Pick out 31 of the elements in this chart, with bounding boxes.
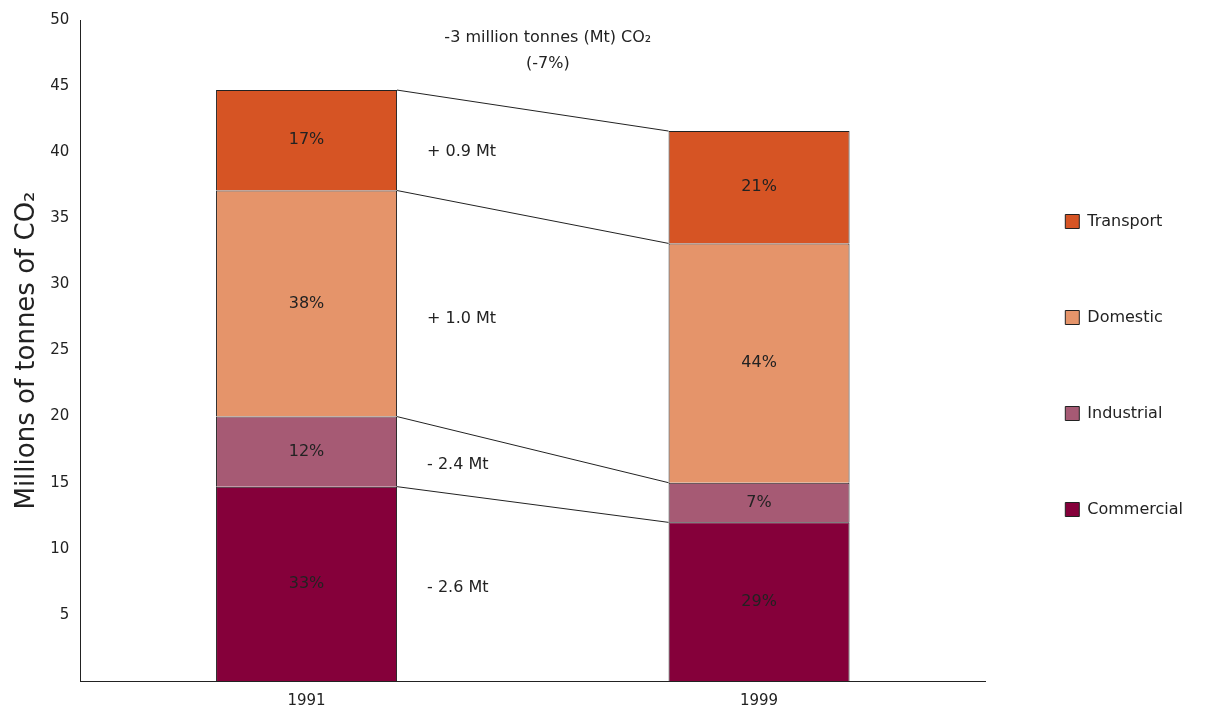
annotation: 17% — [288, 129, 325, 149]
annotation: 29% — [741, 590, 777, 610]
y-axis-title: Millions of tonnes of CO₂ — [10, 191, 41, 510]
x-tick-label: 1999 — [739, 690, 779, 709]
y-tick-label: 25 — [50, 340, 70, 359]
y-tick-label: 15 — [50, 472, 70, 491]
annotation: + 0.9 Mt — [427, 141, 497, 161]
annotation: 7% — [746, 491, 772, 511]
annotation: (-7%) — [525, 53, 570, 73]
legend-label: Industrial — [1087, 402, 1163, 422]
annotation: - 2.6 Mt — [427, 577, 489, 597]
y-tick-label: 5 — [59, 604, 70, 623]
y-tick-label: 50 — [50, 9, 70, 28]
annotation: 12% — [288, 440, 325, 460]
annotation: -3 million tonnes (Mt) CO₂ — [444, 27, 652, 47]
annotation: + 1.0 Mt — [427, 307, 497, 327]
annotation: - 2.4 Mt — [427, 453, 489, 473]
legend-label: Commercial — [1087, 498, 1184, 518]
annotation: 38% — [288, 292, 325, 312]
y-tick-label: 40 — [50, 142, 70, 161]
y-tick-label: 20 — [50, 406, 70, 425]
annotation: 33% — [288, 572, 325, 592]
legend-label: Domestic — [1087, 306, 1163, 326]
x-tick-label: 1991 — [287, 690, 326, 709]
y-tick-label: 45 — [50, 75, 70, 94]
y-tick-label: 30 — [50, 274, 70, 293]
annotation: 44% — [741, 352, 777, 372]
annotation: 21% — [741, 176, 777, 196]
legend-label: Transport — [1086, 210, 1163, 230]
y-tick-label: 35 — [50, 208, 70, 227]
y-tick-label: 10 — [50, 538, 70, 557]
